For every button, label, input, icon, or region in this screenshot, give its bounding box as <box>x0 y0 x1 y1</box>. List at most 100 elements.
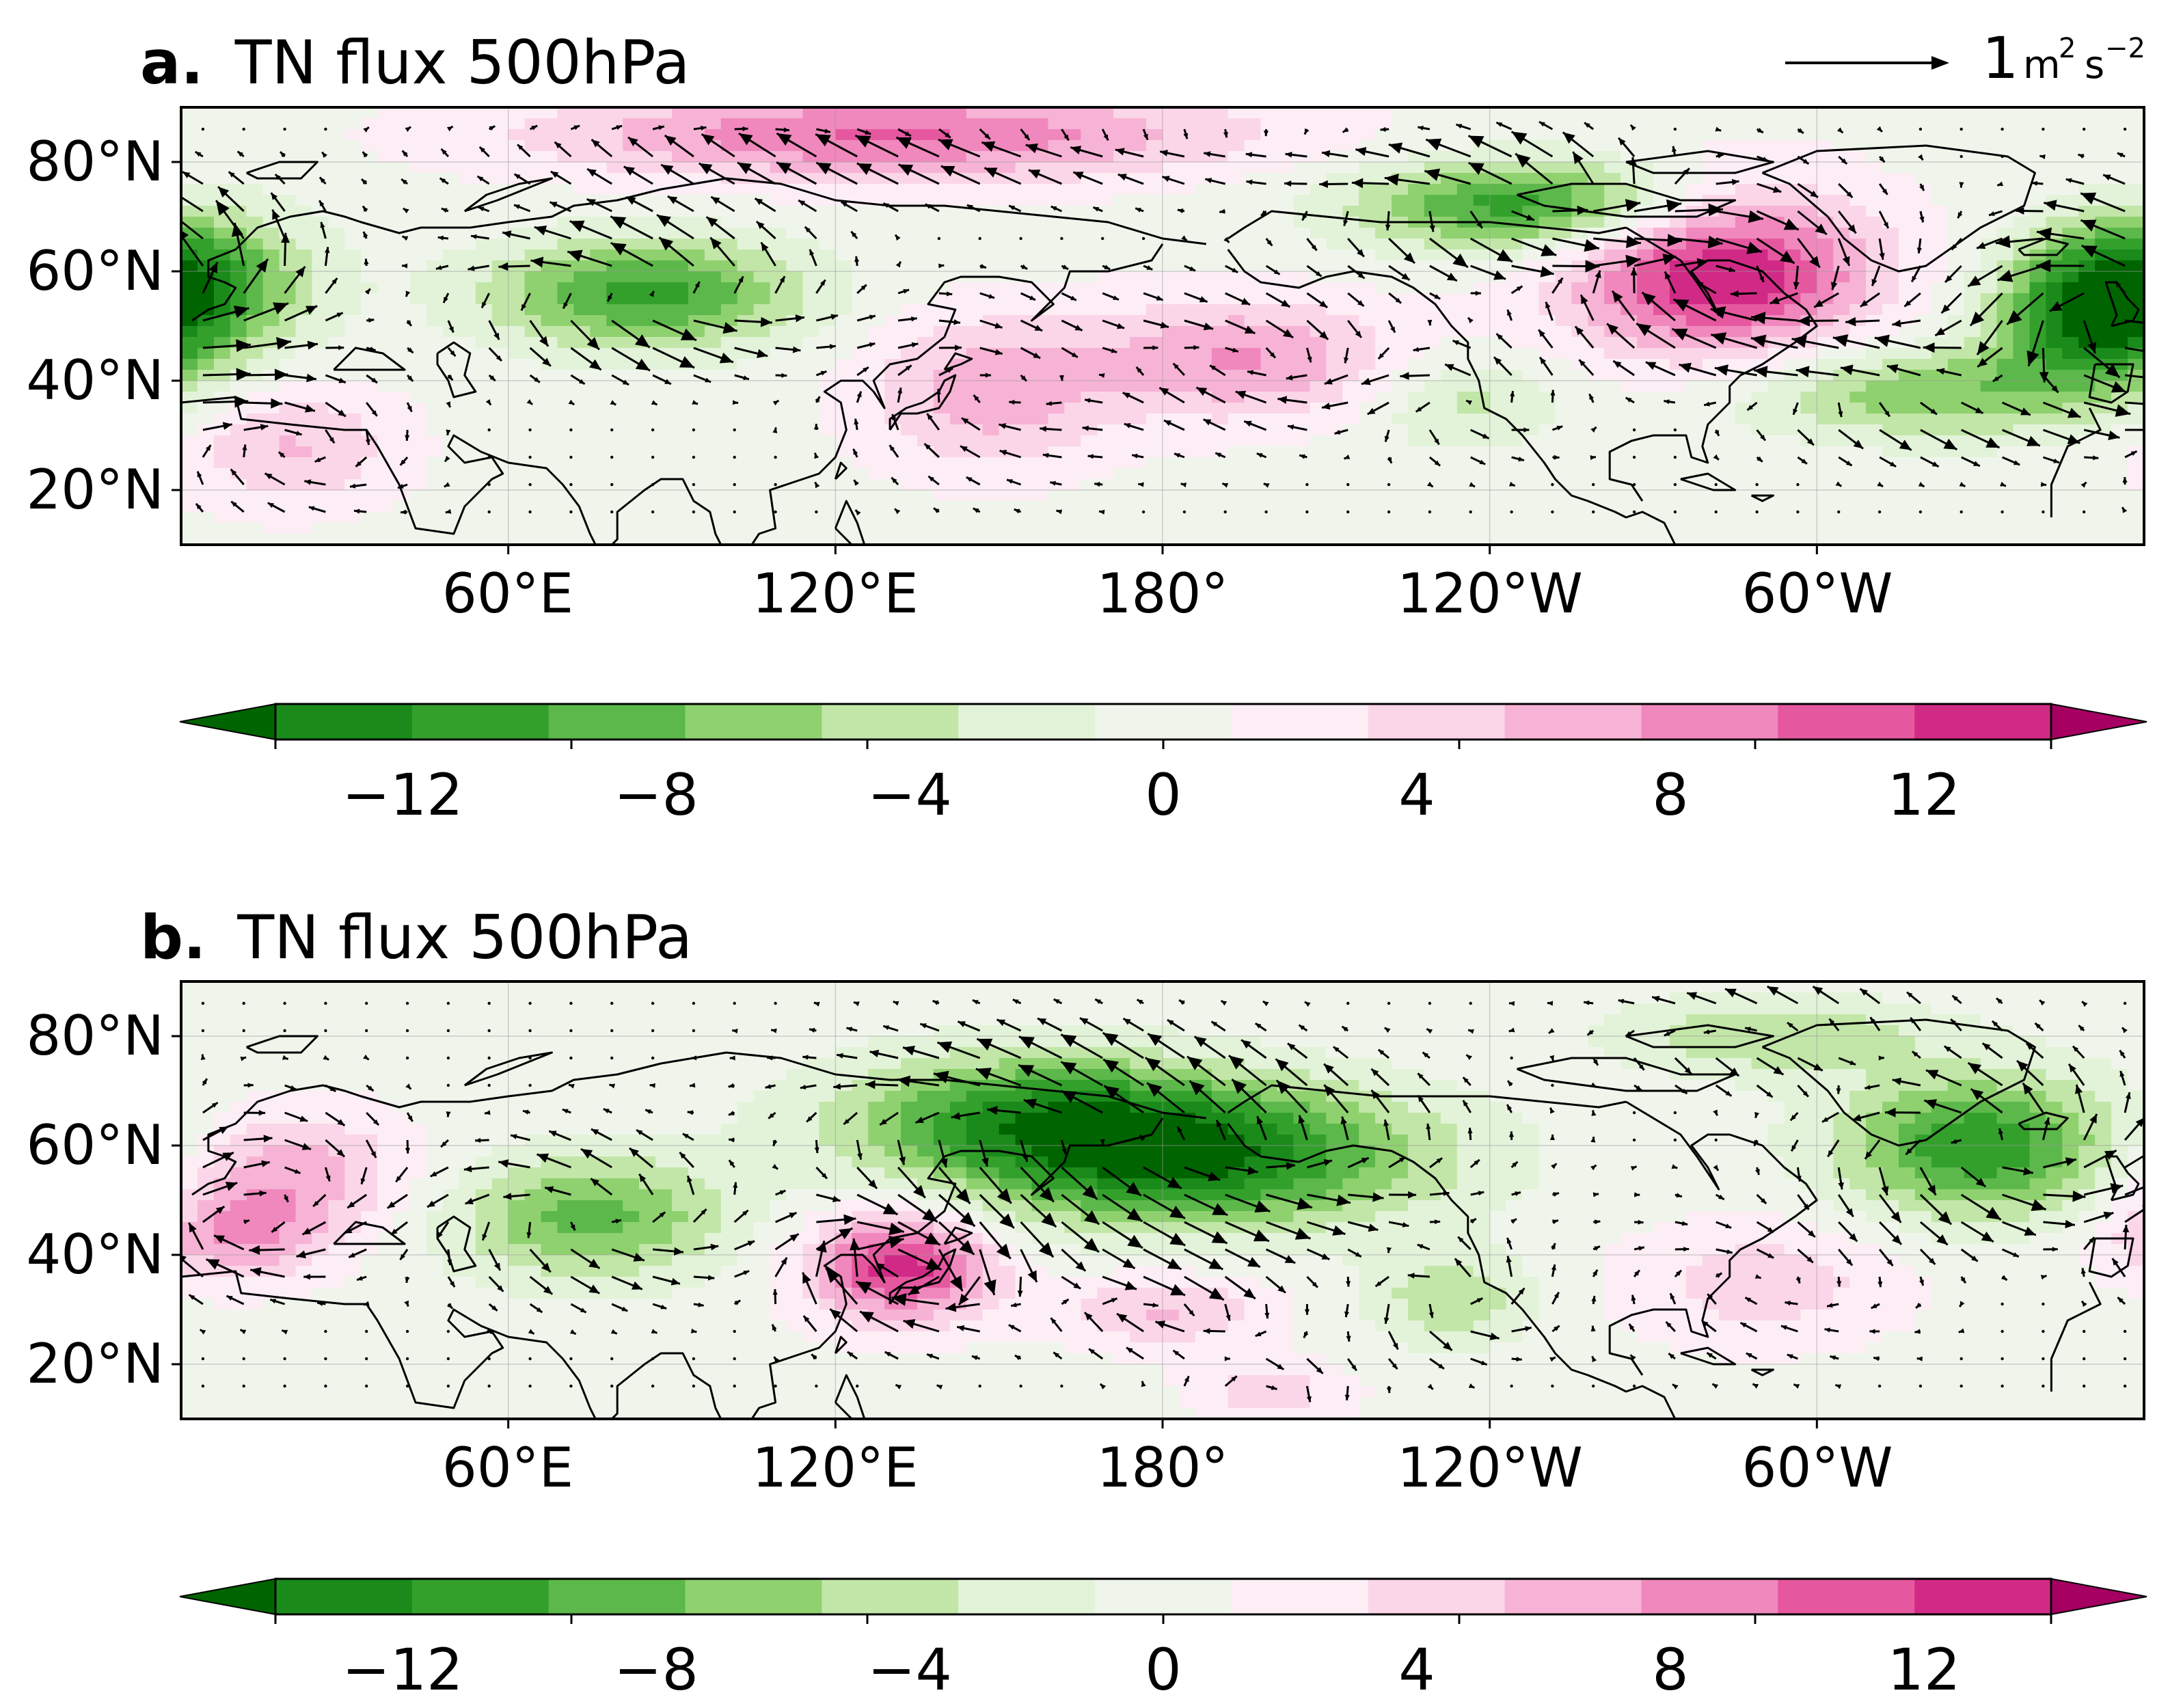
shading-cell <box>1489 468 1507 480</box>
shading-cell <box>1767 271 1785 283</box>
flux-vector-head <box>1426 138 1442 151</box>
shading-cell <box>442 403 460 414</box>
shading-cell <box>1964 414 1981 425</box>
shading-cell <box>1980 446 1998 458</box>
shading-cell <box>1784 523 1802 534</box>
shading-cell <box>1342 403 1359 414</box>
shading-cell <box>1849 282 1867 294</box>
shading-cell <box>328 217 346 228</box>
shading-cell <box>442 304 460 316</box>
shading-cell <box>1228 206 1245 217</box>
shading-cell <box>1015 512 1033 524</box>
shading-cell <box>966 184 984 195</box>
shading-cell <box>1310 490 1327 502</box>
shading-cell <box>377 217 394 228</box>
shading-cell <box>901 490 918 502</box>
shading-cell <box>786 118 804 130</box>
shading-cell <box>917 479 934 491</box>
shading-cell <box>181 107 198 119</box>
shading-cell <box>1637 424 1654 436</box>
shading-cell <box>1489 326 1507 338</box>
shading-cell <box>868 348 885 360</box>
shading-cell <box>1163 118 1180 130</box>
shading-cell <box>1473 293 1491 305</box>
shading-cell <box>884 118 901 130</box>
shading-cell <box>1637 534 1654 545</box>
shading-cell <box>1097 457 1114 469</box>
shading-cell <box>262 228 280 239</box>
shading-cell <box>197 228 215 239</box>
shading-cell <box>672 534 689 545</box>
shading-cell <box>1277 271 1294 283</box>
shading-cell <box>1947 249 1965 261</box>
shading-cell <box>1964 195 1981 206</box>
shading-cell <box>1882 490 1899 502</box>
shading-cell <box>2095 140 2112 152</box>
shading-cell <box>1113 414 1130 425</box>
shading-cell <box>475 326 493 338</box>
shading-cell <box>279 534 297 545</box>
shading-cell <box>377 293 394 305</box>
shading-cell <box>1800 151 1818 163</box>
shading-cell <box>508 424 526 436</box>
shading-cell <box>475 381 493 392</box>
shading-cell <box>802 293 820 305</box>
shading-cell <box>1048 140 1066 152</box>
shading-cell <box>1293 162 1311 174</box>
shading-cell <box>1833 107 1850 119</box>
shading-cell <box>901 468 918 480</box>
shading-cell <box>344 184 362 195</box>
shading-cell <box>1260 184 1278 195</box>
shading-cell <box>1293 337 1311 349</box>
shading-cell <box>999 107 1016 119</box>
shading-cell <box>1964 129 1981 141</box>
shading-cell <box>802 326 820 338</box>
shading-cell <box>1882 271 1899 283</box>
shading-cell <box>1882 479 1899 491</box>
shading-cell <box>819 228 837 239</box>
shading-cell <box>949 260 967 272</box>
shading-cell <box>1359 446 1376 458</box>
shading-cell <box>2128 381 2144 392</box>
shading-cell <box>361 195 378 206</box>
shading-cell <box>1571 435 1588 447</box>
shading-cell <box>949 435 967 447</box>
shading-cell <box>982 304 1000 316</box>
shading-cell <box>802 282 820 294</box>
shading-cell <box>2095 435 2112 447</box>
shading-cell <box>1931 315 1949 327</box>
shading-cell <box>181 184 198 195</box>
shading-cell <box>230 359 247 370</box>
shading-cell <box>1571 118 1588 130</box>
shading-cell <box>639 107 656 119</box>
shading-cell <box>1456 534 1474 545</box>
shading-cell <box>1342 304 1359 316</box>
shading-cell <box>819 206 837 217</box>
shading-cell <box>2062 392 2079 403</box>
shading-cell <box>1015 249 1033 261</box>
shading-cell <box>949 206 967 217</box>
shading-cell <box>1424 403 1441 414</box>
shading-cell <box>720 435 738 447</box>
shading-cell <box>1899 403 1916 414</box>
shading-cell <box>1163 348 1180 360</box>
shading-cell <box>982 392 1000 403</box>
shading-cell <box>1964 381 1981 392</box>
shading-cell <box>1424 392 1441 403</box>
shading-cell <box>2013 457 2031 469</box>
shading-cell <box>1866 206 1883 217</box>
shading-cell <box>1293 424 1311 436</box>
shading-cell <box>933 129 951 141</box>
shading-cell <box>246 304 264 316</box>
shading-cell <box>1015 118 1033 130</box>
shading-cell <box>1784 381 1802 392</box>
shading-cell <box>197 534 215 545</box>
shading-cell <box>426 348 444 360</box>
shading-cell <box>1113 523 1130 534</box>
shading-cell <box>819 414 837 425</box>
shading-cell <box>1424 446 1441 458</box>
shading-cell <box>2095 523 2112 534</box>
shading-cell <box>1456 424 1474 436</box>
shading-cell <box>410 479 427 491</box>
shading-cell <box>1833 370 1850 381</box>
